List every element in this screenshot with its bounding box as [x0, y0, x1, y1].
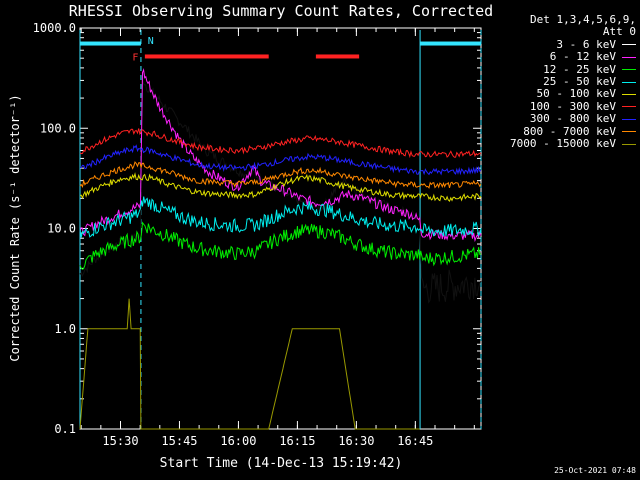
y-tick-label: 10.0 [47, 222, 76, 236]
legend-entry: 25 - 50 keV [484, 75, 636, 89]
legend-entry: 6 - 12 keV [484, 51, 636, 63]
legend-swatch [622, 93, 636, 95]
legend-entry-label: 25 - 50 keV [543, 75, 616, 89]
x-tick-label: 16:15 [279, 434, 315, 448]
legend-entry: 800 - 7000 keV [484, 124, 636, 138]
night-bar [420, 41, 481, 46]
legend-entry: 300 - 800 keV [484, 113, 636, 125]
legend-entry-label: 800 - 7000 keV [523, 124, 616, 138]
legend-entry: 50 - 100 keV [484, 88, 636, 100]
flag-label-f: F [132, 52, 138, 63]
legend-entry: 7000 - 15000 keV [484, 137, 636, 151]
flare-bar [144, 54, 269, 59]
legend-swatch [622, 81, 636, 83]
flag-label-n: N [148, 36, 154, 47]
legend-entry-label: 7000 - 15000 keV [510, 137, 616, 151]
legend-entry-label: 300 - 800 keV [529, 112, 616, 126]
legend-entry-label: 6 - 12 keV [549, 50, 616, 64]
y-tick-label: 100.0 [40, 121, 76, 135]
series-line-7000to15000keV [79, 298, 420, 430]
series-line-100to300keV [79, 128, 482, 159]
legend-swatch [622, 106, 636, 108]
night-bar [80, 41, 141, 46]
legend-entry-label: 12 - 25 keV [543, 62, 616, 76]
series-line-300to800keV [79, 144, 482, 176]
chart-title: RHESSI Observing Summary Count Rates, Co… [69, 2, 493, 20]
x-tick-label: 16:30 [338, 434, 374, 448]
legend-swatch [622, 44, 636, 46]
x-axis-label: Start Time (14-Dec-13 15:19:42) [160, 456, 403, 471]
legend-header-detectors: Det 1,3,4,5,6,9, [530, 13, 636, 26]
legend-entry: 3 - 6 keV [484, 37, 636, 51]
legend-header-attenuator: Att 0 [602, 25, 636, 39]
y-tick-label: 1000.0 [33, 21, 76, 35]
y-tick-label: 0.1 [54, 422, 76, 436]
series-line-50to100keV [79, 172, 482, 202]
legend: Det 1,3,4,5,6,9, Att 0 3 - 6 keV 6 - 12 k… [484, 13, 636, 151]
legend-swatch [622, 143, 636, 145]
legend-entry-label: 3 - 6 keV [556, 37, 616, 51]
legend-entry-label: 100 - 300 keV [529, 99, 616, 113]
series-line-3to6keV [79, 76, 482, 304]
series-line-6to12keV [79, 67, 482, 243]
series-line-12to25keV [79, 221, 482, 270]
x-tick-label: 15:45 [161, 434, 197, 448]
series-line-800to7000keV [79, 161, 482, 189]
legend-entry: 12 - 25 keV [484, 62, 636, 76]
legend-entry: 100 - 300 keV [484, 99, 636, 113]
x-tick-label: 16:45 [397, 434, 433, 448]
y-tick-label: 1.0 [54, 322, 76, 336]
legend-swatch [622, 69, 636, 71]
y-axis-label: Corrected Count Rate (s⁻¹ detector⁻¹) [8, 94, 22, 361]
flare-bar [315, 54, 360, 59]
x-tick-label: 16:00 [220, 434, 256, 448]
legend-swatch [622, 56, 636, 58]
x-tick-label: 15:30 [102, 434, 138, 448]
legend-swatch [622, 118, 636, 120]
series-line-25to50keV [79, 196, 482, 238]
legend-entry-label: 50 - 100 keV [536, 87, 616, 101]
legend-swatch [622, 131, 636, 133]
footer-timestamp: 25-Oct-2021 07:48 [554, 466, 636, 475]
